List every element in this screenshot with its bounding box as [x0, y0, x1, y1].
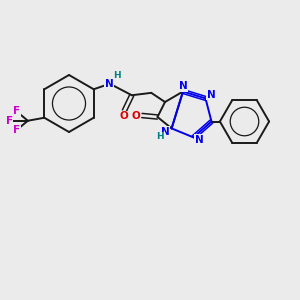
Text: N: N [161, 127, 170, 137]
Text: N: N [178, 81, 188, 91]
Text: N: N [194, 135, 203, 145]
Text: N: N [105, 79, 114, 89]
Text: F: F [6, 116, 13, 126]
Text: O: O [120, 111, 129, 121]
Text: H: H [113, 71, 121, 80]
Text: O: O [131, 110, 140, 121]
Text: H: H [156, 132, 164, 141]
Text: F: F [13, 106, 20, 116]
Text: F: F [13, 125, 20, 135]
Text: N: N [206, 90, 215, 100]
